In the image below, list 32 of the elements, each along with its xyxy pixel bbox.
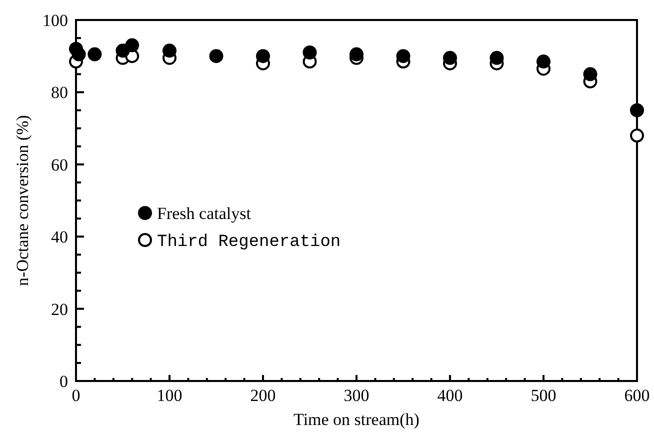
legend-label: Fresh catalyst	[157, 204, 252, 223]
point	[302, 45, 317, 60]
point	[209, 49, 224, 64]
x-tick-label: 600	[624, 386, 650, 405]
point	[443, 50, 457, 65]
point	[490, 50, 504, 65]
point	[125, 38, 140, 52]
x-tick-label: 400	[437, 386, 463, 405]
x-tick-label: 200	[250, 386, 276, 405]
point	[396, 49, 410, 64]
x-tick-label: 300	[344, 386, 370, 405]
point	[72, 47, 86, 62]
y-tick-label: 60	[51, 155, 68, 174]
x-tick-label: 500	[530, 386, 556, 405]
point	[256, 49, 270, 64]
x-tick-label: 0	[72, 386, 80, 405]
point	[630, 128, 644, 143]
legend-label: Third Regeneration	[157, 233, 341, 252]
point	[536, 54, 550, 69]
y-tick-label: 0	[60, 372, 68, 391]
x-axis-title: Time on stream(h)	[294, 410, 420, 429]
y-tick-label: 100	[42, 11, 68, 30]
point	[350, 47, 364, 62]
y-tick-label: 40	[51, 228, 68, 247]
y-tick-label: 20	[51, 300, 68, 319]
y-axis-title: n-Octane conversion (%)	[13, 115, 32, 286]
point	[583, 67, 598, 82]
point	[630, 103, 644, 118]
point	[88, 47, 102, 62]
point	[162, 44, 176, 58]
y-tick-label: 80	[51, 83, 68, 102]
x-tick-label: 100	[156, 386, 182, 405]
